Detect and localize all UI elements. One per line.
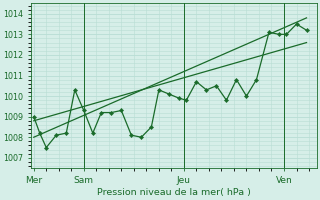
X-axis label: Pression niveau de la mer( hPa ): Pression niveau de la mer( hPa )	[97, 188, 251, 197]
